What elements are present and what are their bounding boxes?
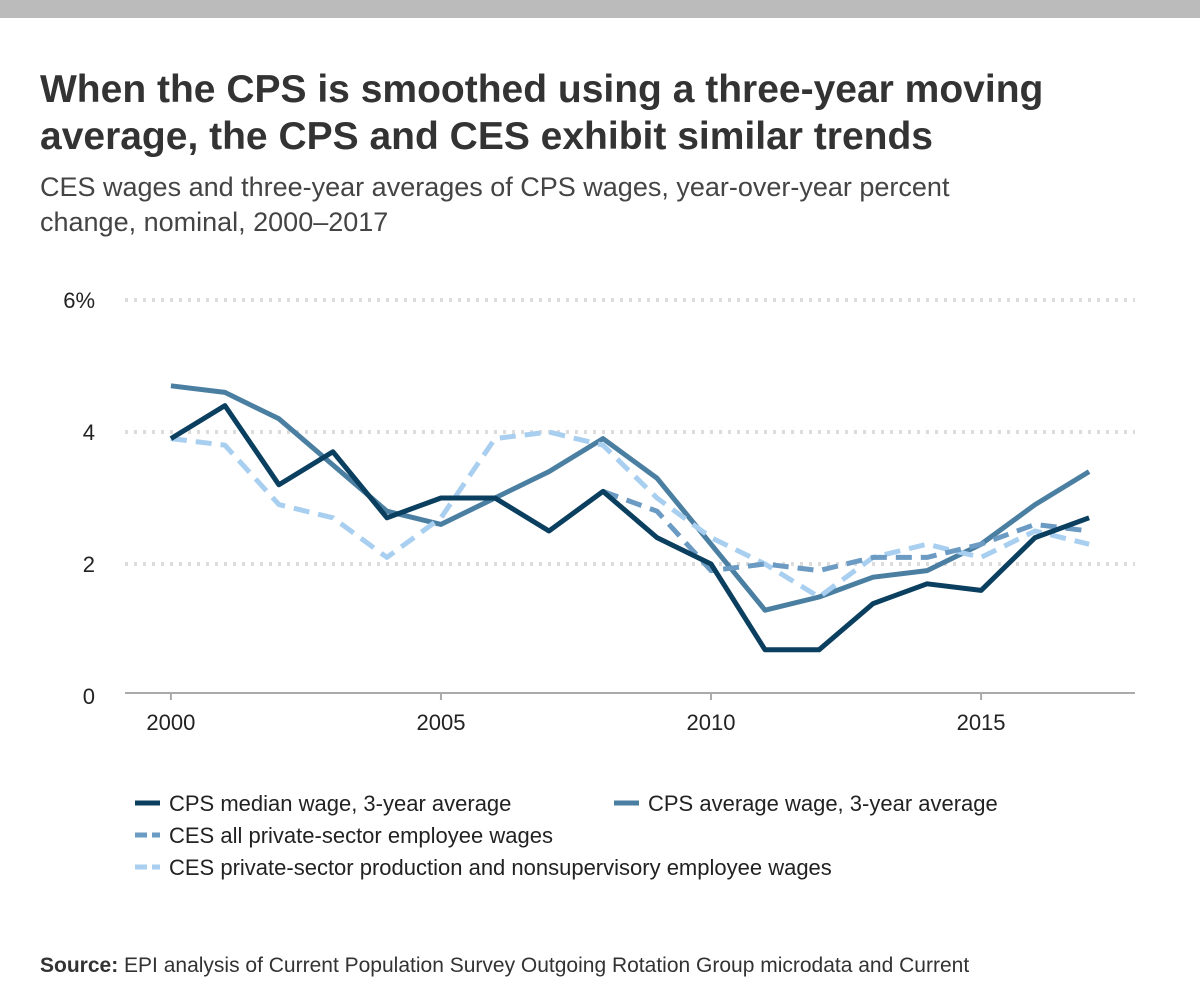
legend-label: CES private-sector production and nonsup… — [169, 855, 832, 880]
y-tick-label: 2 — [83, 552, 95, 577]
source-label: Source: — [40, 954, 118, 977]
x-tick-label: 2015 — [957, 710, 1006, 735]
x-tick-label: 2010 — [687, 710, 736, 735]
chart-title: average, the CPS and CES exhibit similar… — [40, 115, 933, 158]
subtitle: change, nominal, 2000–2017 — [40, 207, 388, 237]
source: Source: EPI analysis of Current Populati… — [40, 954, 969, 977]
series-line — [602, 489, 1090, 574]
chart-title: When the CPS is smoothed using a three-y… — [40, 68, 1043, 111]
series-line — [169, 403, 1090, 653]
x-tick-label: 2000 — [146, 710, 195, 735]
legend-label: CES all private-sector employee wages — [169, 823, 553, 848]
x-tick-label: 2005 — [416, 710, 465, 735]
y-tick-label: 4 — [83, 420, 95, 445]
y-tick-label: 0 — [83, 684, 95, 709]
legend-label: CPS average wage, 3-year average — [648, 791, 998, 816]
subtitle: CES wages and three-year averages of CPS… — [40, 172, 950, 202]
top-bar — [0, 0, 1200, 18]
series-line — [170, 383, 1091, 613]
series-line — [170, 429, 1090, 600]
legend-label: CPS median wage, 3-year average — [169, 791, 511, 816]
source-text: EPI analysis of Current Population Surve… — [124, 954, 969, 977]
y-tick-label: 6% — [63, 288, 95, 313]
